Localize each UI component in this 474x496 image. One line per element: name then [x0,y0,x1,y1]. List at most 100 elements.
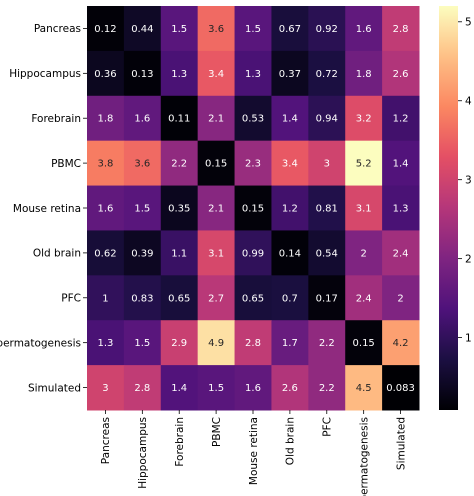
cell-value-label: 3.1 [356,204,372,215]
cell-value-label: 3.6 [208,24,224,35]
heatmap-cell [160,185,199,231]
x-tick-label: PBMC [211,417,223,447]
y-tick-label: Old brain [33,248,81,260]
cell-value-label: 4.9 [208,338,224,349]
y-tick-label: Pancreas [34,23,81,35]
cell-value-label: 0.15 [205,159,227,170]
y-tick-label: PBMC [51,158,81,170]
heatmap-cell [308,6,346,52]
cell-value-label: 2 [360,248,366,259]
cell-value-label: 0.65 [242,293,264,304]
cell-value-label: 2.1 [208,114,224,125]
heatmap-cell [123,95,162,142]
heatmap-cell [87,185,125,231]
heatmap-cell [197,275,236,321]
colorbar [439,6,458,410]
heatmap-cell [308,275,346,321]
cell-value-label: 0.83 [131,293,153,304]
cell-value-label: 1 [102,293,108,304]
heatmap-cell [234,50,272,97]
heatmap-cell [234,275,272,321]
cell-value-label: 3 [324,159,330,170]
heatmap-cell [308,230,346,276]
heatmap-cell [197,6,236,52]
cell-value-label: 2 [397,293,403,304]
heatmap-cell [197,140,236,187]
heatmap-cell [308,95,346,142]
cell-value-label: 3.4 [208,69,224,80]
cell-value-label: 4.2 [393,338,409,349]
cell-value-label: 0.44 [131,24,153,35]
heatmap-cell [234,230,272,276]
cell-value-label: 0.67 [279,24,301,35]
heatmap-cell [271,365,309,411]
cell-value-label: 1.5 [245,24,261,35]
cell-value-label: 1.1 [171,248,187,259]
y-tick-label: Hippocampus [9,68,81,80]
cell-value-label: 3.4 [282,159,298,170]
cell-value-label: 1.8 [97,114,113,125]
cell-value-label: 1.7 [282,338,298,349]
cell-value-label: 0.99 [242,248,264,259]
heatmap-cell [123,320,162,366]
x-tick-label: Spermatogenesis [358,417,370,496]
heatmap-cell [345,6,383,52]
cell-value-label: 0.72 [316,69,338,80]
heatmap-cell [197,365,236,411]
colorbar-tick-label: 1 [465,332,472,344]
cell-value-label: 1.6 [134,114,150,125]
heatmap-cell [308,140,346,187]
cell-value-label: 3.2 [356,114,372,125]
heatmap-cell [160,365,199,411]
heatmap-cell [123,6,162,52]
heatmap-cell [308,365,346,411]
cell-value-label: 2.4 [356,293,372,304]
heatmap-cell [197,185,236,231]
heatmap-cell [160,95,199,142]
heatmap-cell [345,365,383,411]
cell-value-label: 0.15 [353,338,375,349]
heatmap-cell [271,95,309,142]
heatmap-cell [123,275,162,321]
cell-value-label: 2.8 [245,338,261,349]
heatmap-cell [123,365,162,411]
cell-value-label: 2.2 [319,338,335,349]
heatmap-cell [382,185,420,231]
cell-value-label: 0.53 [242,114,264,125]
colorbar-tick-label: 5 [465,17,472,29]
cell-value-label: 0.083 [386,383,415,394]
heatmap-cell [271,275,309,321]
heatmap-cell [160,140,199,187]
heatmap-cell [308,320,346,366]
cell-value-label: 0.94 [316,114,338,125]
cell-value-label: 1.5 [134,204,150,215]
heatmap-cell [123,140,162,187]
heatmap-cell [87,140,125,187]
x-tick-label: PFC [322,417,334,437]
x-tick-label: Hippocampus [137,417,149,489]
heatmap-cell [197,320,236,366]
heatmap-cell [382,320,420,366]
heatmap-cell [271,6,309,52]
heatmap-cell [197,95,236,142]
cell-value-label: 0.15 [242,204,264,215]
heatmap-cell [123,230,162,276]
heatmap-cell [345,275,383,321]
heatmap-cell [345,140,383,187]
heatmap-cell [382,140,420,187]
heatmap-cell [234,320,272,366]
heatmap-cell [87,6,125,52]
heatmap-cell [308,50,346,97]
x-tick-label: Mouse retina [248,417,260,485]
cell-value-label: 0.65 [168,293,190,304]
x-tick-label: Simulated [395,417,407,470]
heatmap-cell [234,365,272,411]
cell-value-label: 0.54 [316,248,338,259]
y-tick-label: Forebrain [31,113,81,125]
cell-value-label: 0.7 [282,293,298,304]
heatmap-cell [160,230,199,276]
colorbar-tick-label: 2 [465,253,472,265]
heatmap-cell [160,320,199,366]
y-tick-label: PFC [61,293,81,305]
cell-value-label: 1.2 [282,204,298,215]
